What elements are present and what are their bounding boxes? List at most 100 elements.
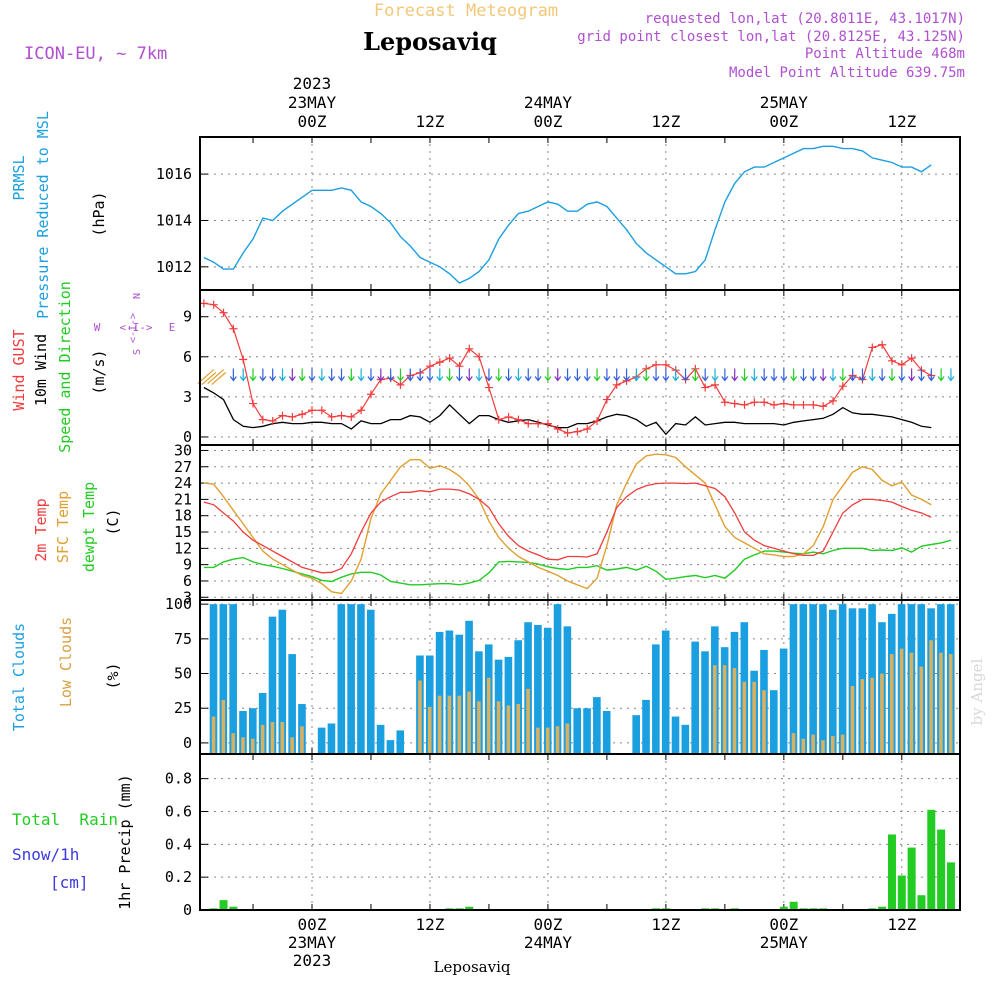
total-clouds-bar [642,699,650,754]
rain-bar [779,906,788,910]
y-tick-label: 30 [174,441,192,459]
direction-label: Speed and Direction [56,281,74,453]
wind-arrow [485,368,493,382]
rain-bar [946,862,955,910]
wind-arrow [416,368,424,382]
wind-arrow [750,368,758,382]
location-title: Leposaviq [363,27,497,56]
wind-arrow [357,368,365,382]
total-clouds-bar [799,604,808,754]
top-time-label: 00Z [769,112,798,131]
wind-arrow [770,368,778,382]
wind-arrow [790,368,798,382]
product-title: Forecast Meteogram [374,1,558,21]
gust-marker [435,358,444,367]
gust-marker [366,390,375,399]
wind-arrow [888,368,896,382]
rain-bar [229,906,238,910]
low-clouds-bar [830,735,835,754]
low-clouds-bar [752,681,756,754]
gust-marker [504,412,513,421]
gust-marker [770,400,779,409]
total-clouds-bar [465,620,473,754]
total-clouds-bar [848,608,857,754]
wind-arrow [760,368,768,382]
total-clouds-bar [770,690,778,754]
rain-bar [927,809,936,910]
y-tick-label: 50 [174,665,192,683]
y-tick-label: 100 [165,595,192,613]
top-time-label: 00Z [298,112,327,131]
wind-arrow [839,368,847,382]
low-clouds-bar [545,727,550,754]
temp2m-line [203,482,932,574]
total-clouds-bar [701,651,709,754]
gust-marker [288,412,297,421]
gust-marker [760,398,769,407]
low-clouds-bar [899,648,904,754]
total-clouds-bar [425,655,434,754]
rain-bar [907,847,916,910]
gust-marker [563,428,572,437]
y-tick-label: 0.6 [165,802,192,820]
wind-arrow [573,368,581,382]
top-time-label: 2023 [293,74,332,93]
wind-arrow [898,368,906,382]
rain-bar [219,900,228,910]
y-tick-label: 24 [174,474,192,492]
rain-bar [878,906,887,910]
low-clouds-bar [447,695,452,754]
wind-arrow [672,368,680,382]
gust-marker [396,380,405,389]
gust-marker [750,398,759,407]
low-clouds-bar [909,652,914,754]
total-clouds-bar [219,604,228,754]
top-time-label: 12Z [651,112,680,131]
wind-arrow [534,368,542,382]
grid-coords: grid point closest lon,lat (20.8125E, 43… [577,29,965,45]
gust-marker [219,308,228,317]
low-clouds-bar [742,681,747,754]
wind-arrow [603,368,611,382]
wind-speed-line [203,386,932,436]
wind-arrow [731,368,739,382]
low-clouds-bar [457,695,462,754]
rain-bar [465,906,474,910]
wind-arrow [544,368,552,382]
y-tick-label: 0 [183,734,192,752]
low-clouds-bar [280,722,285,754]
wind-arrow [514,368,522,382]
total-clouds-bar [445,630,454,754]
rain-bar [937,829,946,910]
total-clouds-bar [268,616,277,754]
gust-marker [465,344,474,353]
total-clouds-bar [209,604,218,754]
low-clouds-bar [811,734,815,754]
y-tick-label: 6 [183,348,192,366]
wind-arrow [524,368,532,382]
total-clouds-bar [563,626,572,754]
wind-arrow [239,368,247,382]
total-clouds-bar [632,715,640,754]
y-tick-label: 0.2 [165,868,192,886]
total-clouds-bar [337,604,346,754]
wind-arrow [426,368,434,382]
total-clouds-bar [652,644,660,754]
wind-arrow [249,368,257,382]
precip-axis-title: 1hr Precip (mm) [116,774,134,909]
gust-marker [701,383,710,392]
wind-label: 10m Wind [32,334,50,406]
total-clouds-bar [819,604,827,754]
low-clouds-bar [496,701,501,754]
top-time-label: 25MAY [760,93,809,112]
gust-marker [661,360,670,369]
low-clouds-bar [919,666,924,754]
gust-marker [907,354,916,363]
low-clouds-bar [860,679,865,754]
total-clouds-bar [524,622,532,754]
y-tick-label: 12 [174,539,192,557]
low-clouds-bar [486,677,491,754]
point-altitude: Point Altitude 468m [805,46,965,62]
low-clouds-bar [427,706,432,754]
